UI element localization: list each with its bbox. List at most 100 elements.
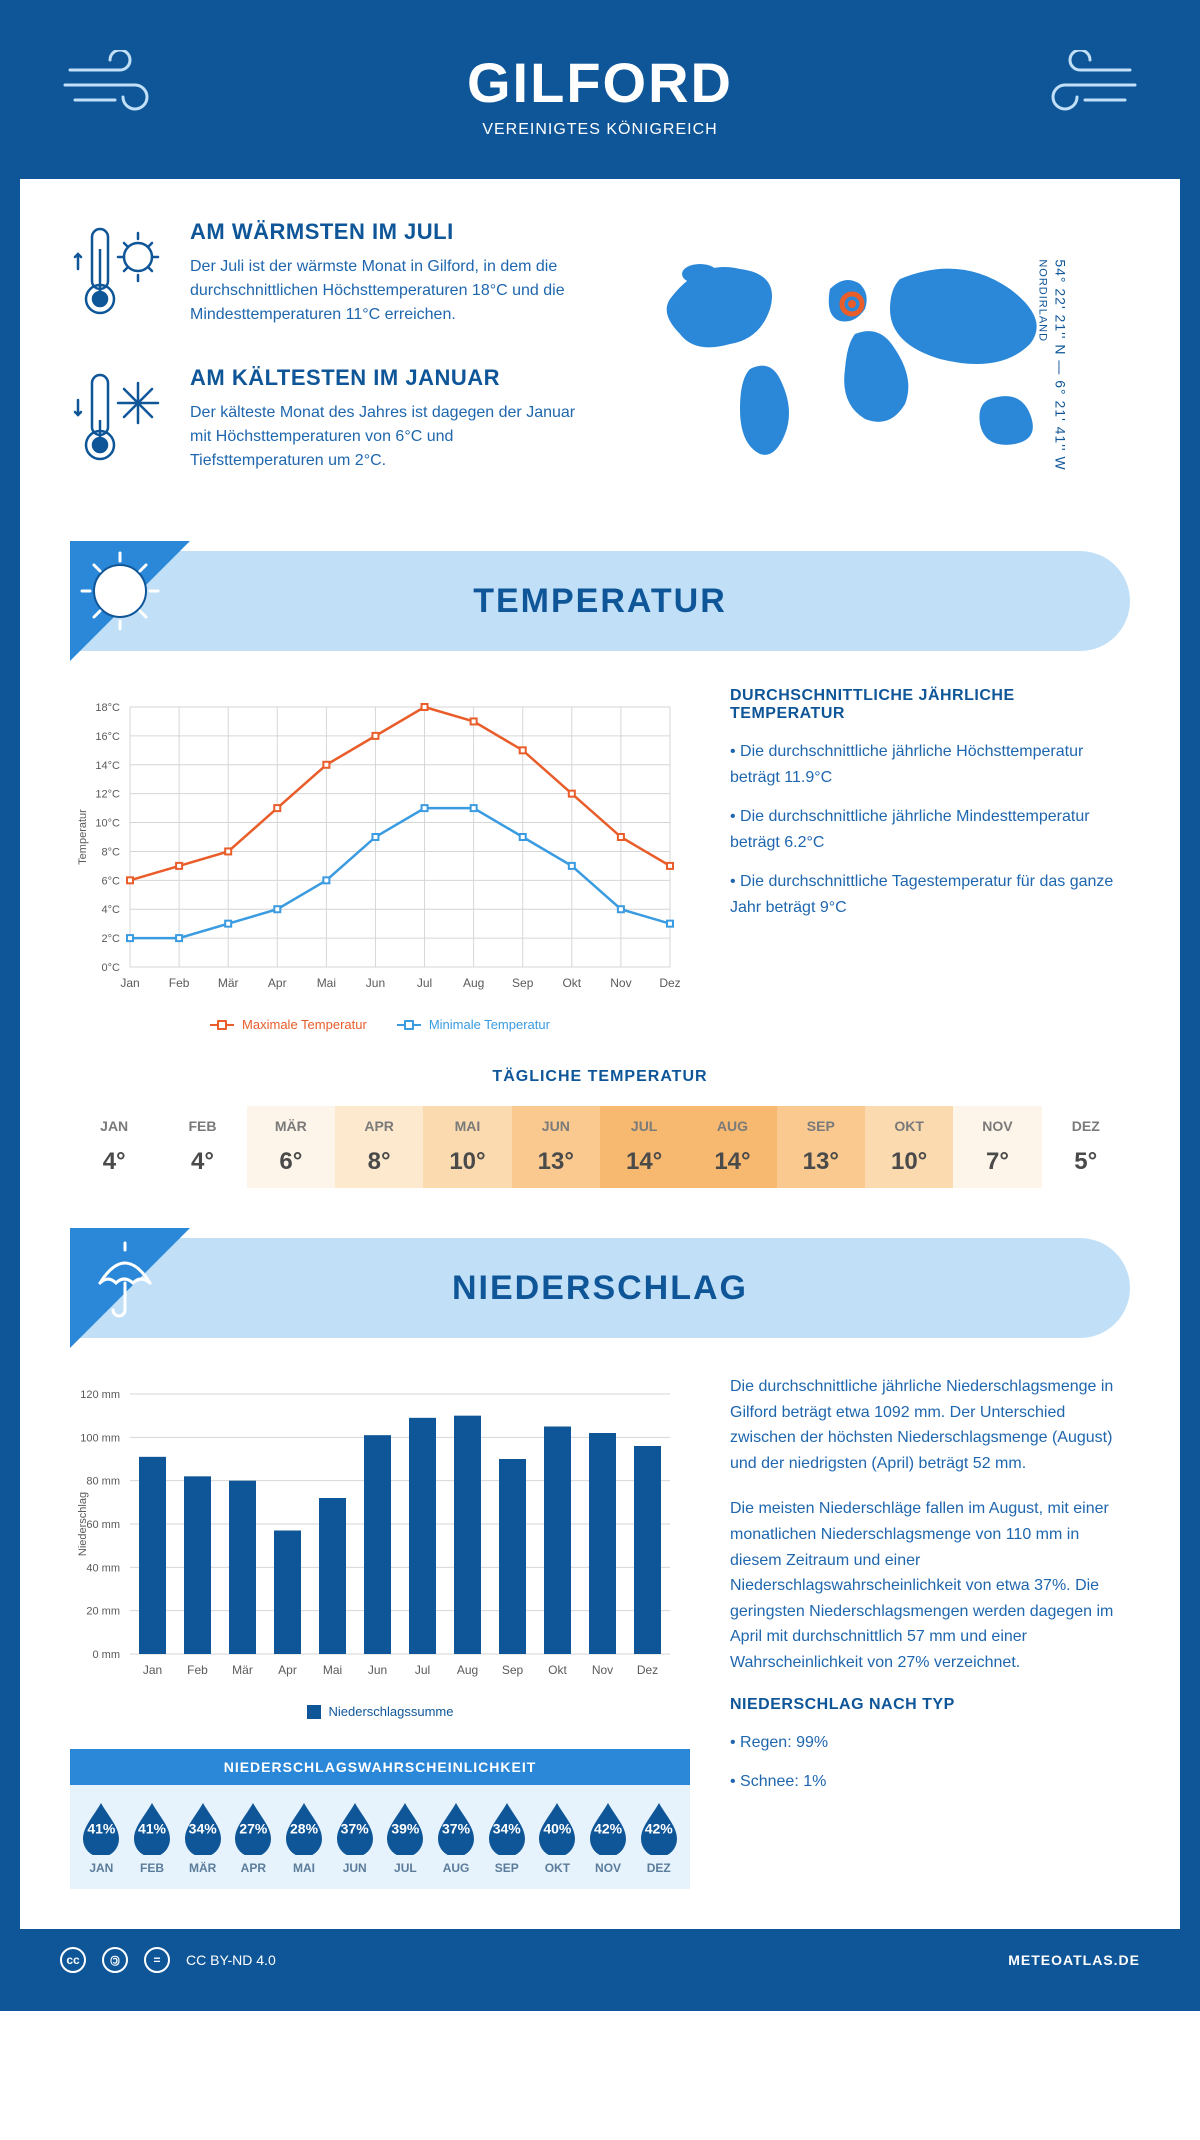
svg-text:Jul: Jul bbox=[417, 976, 432, 990]
daily-cell: JAN4° bbox=[70, 1106, 158, 1188]
svg-text:Jun: Jun bbox=[366, 976, 385, 990]
svg-text:Dez: Dez bbox=[659, 976, 680, 990]
info-item: • Die durchschnittliche jährliche Höchst… bbox=[730, 739, 1130, 790]
svg-text:Sep: Sep bbox=[512, 976, 534, 990]
svg-text:Jan: Jan bbox=[143, 1663, 162, 1677]
thermometer-snow-icon bbox=[70, 365, 170, 475]
daily-cell: JUN13° bbox=[512, 1106, 600, 1188]
daily-temperature-row: JAN4°FEB4°MÄR6°APR8°MAI10°JUN13°JUL14°AU… bbox=[70, 1106, 1130, 1188]
svg-text:10°C: 10°C bbox=[95, 818, 120, 830]
svg-text:2°C: 2°C bbox=[102, 933, 121, 945]
svg-text:Mai: Mai bbox=[323, 1663, 342, 1677]
probability-cell: 37%JUN bbox=[329, 1799, 380, 1875]
fact-body: Der Juli ist der wärmste Monat in Gilfor… bbox=[190, 255, 580, 327]
probability-cell: 39%JUL bbox=[380, 1799, 431, 1875]
svg-text:Nov: Nov bbox=[592, 1663, 613, 1677]
probability-cell: 41%FEB bbox=[127, 1799, 178, 1875]
umbrella-icon bbox=[70, 1228, 190, 1348]
fact-body: Der kälteste Monat des Jahres ist dagege… bbox=[190, 401, 580, 473]
svg-text:Feb: Feb bbox=[169, 976, 190, 990]
daily-cell: APR8° bbox=[335, 1106, 423, 1188]
svg-text:Jun: Jun bbox=[368, 1663, 387, 1677]
daily-cell: NOV7° bbox=[953, 1106, 1041, 1188]
svg-text:Apr: Apr bbox=[278, 1663, 297, 1677]
svg-text:8°C: 8°C bbox=[102, 846, 121, 858]
daily-cell: OKT10° bbox=[865, 1106, 953, 1188]
wind-icon bbox=[1030, 50, 1140, 120]
svg-text:Mai: Mai bbox=[317, 976, 336, 990]
svg-text:Nov: Nov bbox=[610, 976, 631, 990]
daily-cell: AUG14° bbox=[688, 1106, 776, 1188]
probability-cell: 40%OKT bbox=[532, 1799, 583, 1875]
precipitation-legend: Niederschlagssumme bbox=[70, 1704, 690, 1719]
probability-cell: 34%SEP bbox=[481, 1799, 532, 1875]
svg-text:0 mm: 0 mm bbox=[93, 1649, 121, 1661]
footer: cc 🄯 = CC BY-ND 4.0 METEOATLAS.DE bbox=[20, 1929, 1180, 1991]
svg-text:Okt: Okt bbox=[548, 1663, 567, 1677]
svg-text:80 mm: 80 mm bbox=[86, 1476, 120, 1488]
sun-icon bbox=[70, 541, 190, 661]
fact-heading: AM WÄRMSTEN IM JULI bbox=[190, 219, 580, 245]
probability-cell: 34%MÄR bbox=[177, 1799, 228, 1875]
svg-text:Temperatur: Temperatur bbox=[77, 809, 89, 865]
coordinates: 54° 22' 21'' N — 6° 21' 41'' W NORDIRLAN… bbox=[1036, 259, 1068, 470]
svg-text:120 mm: 120 mm bbox=[80, 1389, 120, 1401]
probability-cell: 42%DEZ bbox=[633, 1799, 684, 1875]
svg-text:60 mm: 60 mm bbox=[86, 1519, 120, 1531]
probability-cell: 27%APR bbox=[228, 1799, 279, 1875]
probability-cell: 41%JAN bbox=[76, 1799, 127, 1875]
svg-text:Dez: Dez bbox=[637, 1663, 658, 1677]
site-name: METEOATLAS.DE bbox=[1008, 1952, 1140, 1968]
world-map: 54° 22' 21'' N — 6° 21' 41'' W NORDIRLAN… bbox=[620, 219, 1130, 511]
svg-text:Apr: Apr bbox=[268, 976, 287, 990]
svg-text:100 mm: 100 mm bbox=[80, 1432, 120, 1444]
probability-cell: 42%NOV bbox=[583, 1799, 634, 1875]
daily-cell: SEP13° bbox=[777, 1106, 865, 1188]
precipitation-para: Die durchschnittliche jährliche Niedersc… bbox=[730, 1374, 1130, 1476]
thermometer-sun-icon bbox=[70, 219, 170, 329]
daily-cell: FEB4° bbox=[158, 1106, 246, 1188]
daily-cell: MÄR6° bbox=[247, 1106, 335, 1188]
precipitation-probability: NIEDERSCHLAGSWAHRSCHEINLICHKEIT 41%JAN41… bbox=[70, 1749, 690, 1889]
probability-cell: 28%MAI bbox=[279, 1799, 330, 1875]
location-subtitle: VEREINIGTES KÖNIGREICH bbox=[60, 121, 1140, 139]
svg-text:6°C: 6°C bbox=[102, 875, 121, 887]
section-bar-temperature: TEMPERATUR bbox=[70, 551, 1130, 651]
wind-icon bbox=[60, 50, 170, 120]
fact-coldest: AM KÄLTESTEN IM JANUAR Der kälteste Mona… bbox=[70, 365, 580, 475]
header: GILFORD VEREINIGTES KÖNIGREICH bbox=[20, 20, 1180, 179]
svg-text:20 mm: 20 mm bbox=[86, 1606, 120, 1618]
info-item: • Die durchschnittliche Tagestemperatur … bbox=[730, 869, 1130, 920]
probability-cell: 37%AUG bbox=[431, 1799, 482, 1875]
info-item: • Regen: 99% bbox=[730, 1730, 1130, 1756]
info-item: • Die durchschnittliche jährliche Mindes… bbox=[730, 804, 1130, 855]
info-heading: NIEDERSCHLAG NACH TYP bbox=[730, 1696, 1130, 1714]
by-icon: 🄯 bbox=[102, 1947, 128, 1973]
svg-text:Aug: Aug bbox=[463, 976, 484, 990]
svg-text:Jul: Jul bbox=[415, 1663, 430, 1677]
svg-text:Mär: Mär bbox=[232, 1663, 253, 1677]
svg-text:14°C: 14°C bbox=[95, 760, 120, 772]
fact-warmest: AM WÄRMSTEN IM JULI Der Juli ist der wär… bbox=[70, 219, 580, 329]
info-heading: DURCHSCHNITTLICHE JÄHRLICHE TEMPERATUR bbox=[730, 687, 1130, 723]
cc-icon: cc bbox=[60, 1947, 86, 1973]
precipitation-chart: 0 mm 20 mm 40 mm 60 mm 80 mm 100 mm 120 mm Jan F… bbox=[70, 1374, 690, 1694]
temperature-legend: Maximale Temperatur Minimale Temperatur bbox=[70, 1017, 690, 1032]
section-title: TEMPERATUR bbox=[473, 582, 727, 621]
location-title: GILFORD bbox=[60, 50, 1140, 115]
svg-text:Okt: Okt bbox=[562, 976, 581, 990]
svg-text:Feb: Feb bbox=[187, 1663, 208, 1677]
svg-text:4°C: 4°C bbox=[102, 904, 121, 916]
section-bar-precipitation: NIEDERSCHLAG bbox=[70, 1238, 1130, 1338]
daily-cell: JUL14° bbox=[600, 1106, 688, 1188]
section-title: NIEDERSCHLAG bbox=[452, 1269, 748, 1308]
svg-text:12°C: 12°C bbox=[95, 789, 120, 801]
precipitation-para: Die meisten Niederschläge fallen im Augu… bbox=[730, 1496, 1130, 1675]
daily-cell: MAI10° bbox=[423, 1106, 511, 1188]
nd-icon: = bbox=[144, 1947, 170, 1973]
fact-heading: AM KÄLTESTEN IM JANUAR bbox=[190, 365, 580, 391]
svg-text:16°C: 16°C bbox=[95, 731, 120, 743]
svg-text:Aug: Aug bbox=[457, 1663, 478, 1677]
svg-text:40 mm: 40 mm bbox=[86, 1562, 120, 1574]
info-item: • Schnee: 1% bbox=[730, 1769, 1130, 1795]
